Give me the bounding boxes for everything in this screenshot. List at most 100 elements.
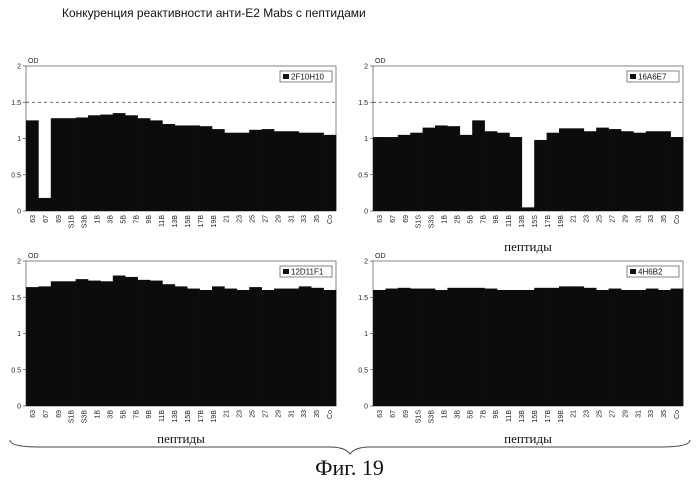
bar — [262, 129, 275, 211]
x-tick-label: 9B — [493, 410, 500, 419]
bar — [509, 137, 522, 211]
x-tick-label: 63 — [377, 215, 384, 223]
x-tick-label: 67 — [390, 215, 397, 223]
x-tick-label: 11B — [159, 215, 166, 227]
bar — [138, 118, 151, 211]
bar — [26, 120, 39, 211]
legend-label: 16A6E7 — [638, 73, 667, 82]
x-tick-label: S1S — [416, 410, 423, 424]
bar — [423, 128, 436, 211]
bar — [534, 140, 547, 211]
x-tick-label: 13B — [172, 215, 179, 228]
x-tick-label: 17B — [198, 410, 205, 423]
y-tick-label: 0.5 — [358, 367, 368, 374]
x-tick-label: 69 — [403, 410, 410, 418]
bar — [324, 135, 337, 211]
x-tick-label: 15B — [185, 215, 192, 228]
x-tick-label: 25 — [250, 215, 257, 223]
bar — [76, 279, 89, 406]
x-tick-label: 27 — [262, 410, 269, 418]
y-tick-label: 0 — [17, 404, 21, 411]
bar — [658, 131, 671, 211]
x-tick-label: 67 — [43, 410, 50, 418]
x-tick-label: 69 — [403, 215, 410, 223]
bar — [274, 131, 287, 211]
x-tick-label: 5B — [467, 215, 474, 224]
bar — [63, 281, 76, 406]
bar — [175, 286, 188, 406]
bar — [447, 288, 460, 406]
bar — [224, 289, 237, 406]
bar — [596, 128, 609, 211]
x-tick-label: 17B — [198, 215, 205, 228]
bar — [26, 287, 39, 406]
bar — [237, 290, 250, 406]
bar — [274, 289, 287, 406]
x-tick-label: 15B — [185, 410, 192, 423]
x-tick-label: 35 — [314, 410, 321, 418]
y-axis-label: OD — [28, 58, 39, 65]
x-tick-label: 11B — [159, 410, 166, 422]
x-tick-label: 3B — [107, 410, 114, 419]
y-tick-label: 1.5 — [358, 295, 368, 302]
bar — [571, 128, 584, 211]
bar — [299, 133, 312, 211]
bar — [621, 131, 634, 211]
figure-caption: Фиг. 19 — [0, 455, 699, 481]
bar — [460, 135, 473, 211]
bar — [423, 289, 436, 406]
x-tick-label: 1B — [95, 215, 102, 224]
x-tick-label: 21 — [224, 215, 231, 223]
chart-4h6b2: 00.511.52OD636769S1SS3B1B3B5B7B9B11B13B1… — [355, 250, 695, 445]
x-tick-label: 5B — [120, 215, 127, 224]
bar — [385, 137, 398, 211]
x-tick-label: 1B — [95, 410, 102, 419]
x-tick-label: 25 — [597, 410, 604, 418]
legend-label: 4H6B2 — [638, 268, 663, 277]
x-tick-label: 21 — [571, 215, 578, 223]
bar — [485, 289, 498, 406]
x-tick-label: 63 — [377, 410, 384, 418]
y-axis-label: OD — [28, 253, 39, 260]
bar — [497, 133, 510, 211]
x-tick-label: S3S — [429, 215, 436, 229]
bar — [324, 290, 337, 406]
x-tick-label: 21 — [571, 410, 578, 418]
y-tick-label: 1 — [364, 331, 368, 338]
x-tick-label: 15S — [532, 215, 539, 228]
bar — [175, 125, 188, 211]
y-tick-label: 2 — [364, 259, 368, 266]
bar — [51, 281, 64, 406]
x-tick-label: 3B — [107, 215, 114, 224]
y-tick-label: 0.5 — [11, 367, 21, 374]
x-tick-label: 19B — [211, 215, 218, 228]
bar — [509, 290, 522, 406]
x-tick-label: 7B — [133, 410, 140, 419]
bar — [299, 286, 312, 406]
y-tick-label: 0 — [364, 404, 368, 411]
bar — [398, 288, 411, 406]
bar — [559, 286, 572, 406]
bar — [125, 277, 138, 406]
x-tick-label: 23 — [584, 215, 591, 223]
bar — [522, 207, 535, 211]
bar — [410, 289, 423, 406]
x-tick-label: Co — [327, 410, 334, 419]
x-tick-label: 3B — [454, 410, 461, 419]
bar — [88, 281, 101, 406]
x-tick-label: 33 — [648, 410, 655, 418]
x-tick-label: 35 — [661, 215, 668, 223]
bar — [485, 131, 498, 211]
y-tick-label: 1.5 — [358, 100, 368, 107]
bar — [200, 126, 213, 211]
x-tick-label: 25 — [250, 410, 257, 418]
x-tick-label: 11B — [506, 410, 513, 422]
y-tick-label: 2 — [17, 259, 21, 266]
bar — [249, 130, 262, 211]
x-tick-label: 9B — [146, 215, 153, 224]
x-tick-label: 21 — [224, 410, 231, 418]
legend-swatch — [630, 269, 636, 274]
x-tick-label: 17B — [545, 410, 552, 423]
x-tick-label: S1B — [69, 215, 76, 229]
legend-swatch — [630, 74, 636, 79]
